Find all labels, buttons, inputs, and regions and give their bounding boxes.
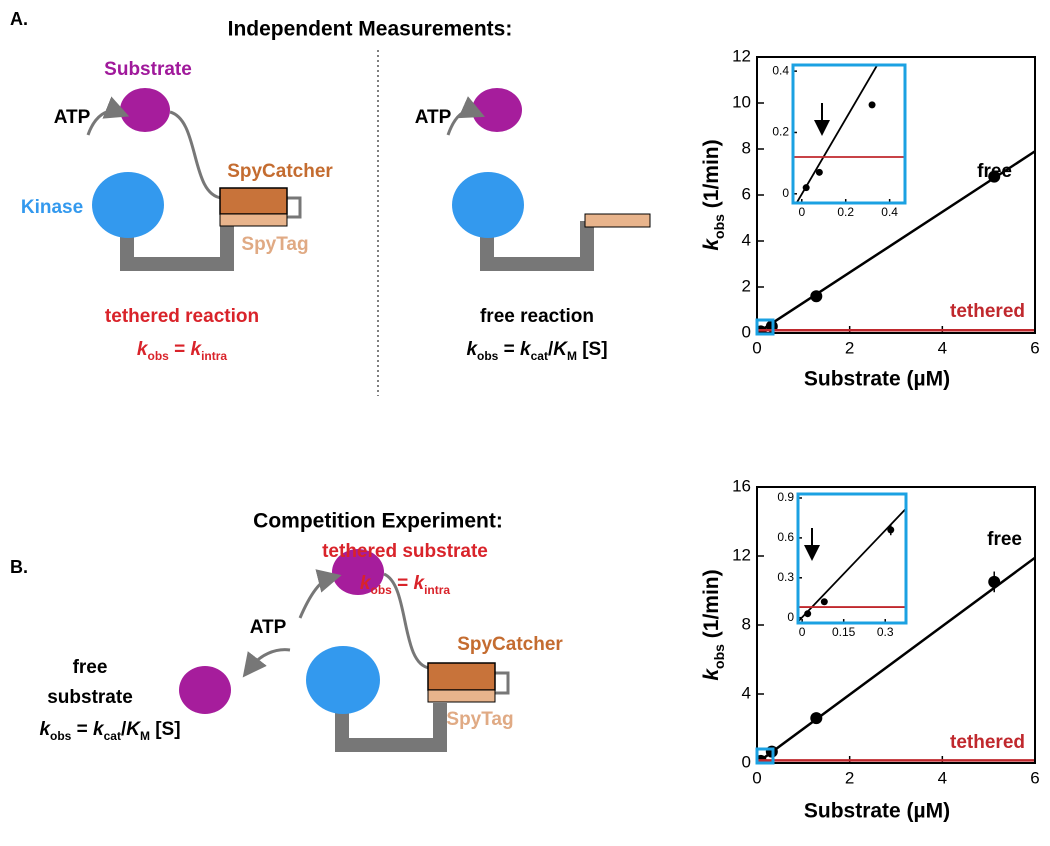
series-label: tethered — [950, 301, 1025, 322]
frame — [796, 492, 908, 625]
y-tick-label: 10 — [732, 92, 751, 111]
frame — [756, 56, 1036, 334]
y-tick-label: 12 — [732, 545, 751, 564]
competition-diagram — [179, 549, 510, 752]
series-label: free — [977, 161, 1012, 182]
spycatcher-label: SpyCatcher — [457, 634, 563, 655]
series — [757, 556, 1035, 763]
atp-label: ATP — [250, 617, 287, 638]
data-point — [815, 168, 823, 176]
fit-line — [757, 150, 1035, 333]
panel-label: A. — [10, 9, 28, 29]
series — [793, 65, 905, 203]
y-tick-label: 0.3 — [777, 570, 794, 584]
y-tick-label: 8 — [742, 614, 751, 633]
free-label: substrate — [47, 687, 133, 708]
x-tick-label: 6 — [1030, 768, 1039, 787]
substrate-label: Substrate — [104, 59, 192, 80]
atp-label: ATP — [54, 107, 91, 128]
y-tick-label: 6 — [742, 184, 751, 203]
y-tick-label: 0 — [782, 186, 789, 200]
free-diagram — [446, 88, 651, 271]
atp-label: ATP — [415, 107, 452, 128]
y-tick-label: 0.4 — [772, 63, 789, 77]
y-tick-label: 16 — [732, 476, 751, 495]
x-tick-label: 0.3 — [877, 625, 894, 639]
y-tick-label: 4 — [742, 230, 751, 249]
tethered-reaction-label: tethered reaction — [105, 306, 259, 327]
x-tick-label: 6 — [1030, 338, 1039, 357]
panel-label: B. — [10, 557, 28, 577]
spytag-label: SpyTag — [446, 709, 513, 730]
series — [757, 150, 1035, 333]
series-label: free — [987, 529, 1022, 550]
chart: 0 0.15 0.3 0 0.3 0.6 0.9 — [777, 490, 908, 639]
data-point — [804, 610, 812, 618]
fit-line — [757, 556, 1035, 763]
fit-line — [795, 65, 879, 203]
series-label: tethered — [950, 732, 1025, 753]
y-tick-label: 0.6 — [777, 530, 794, 544]
y-axis-label: kobs (1/min) — [700, 569, 727, 680]
series — [798, 508, 906, 623]
x-axis-label: Substrate (µM) — [804, 800, 950, 823]
data-point — [820, 598, 828, 606]
y-tick-label: 12 — [732, 46, 751, 65]
fit-line — [798, 508, 906, 623]
y-tick-label: 0 — [787, 610, 794, 624]
y-tick-label: 8 — [742, 138, 751, 157]
free-label: free — [73, 657, 108, 678]
equation: kobs = kintra — [360, 573, 450, 597]
chart: 0 0.2 0.4 0 0.2 0.4 — [772, 63, 907, 219]
panel-title: Competition Experiment: — [253, 510, 503, 533]
spytag-label: SpyTag — [241, 234, 308, 255]
x-tick-label: 0.2 — [837, 205, 854, 219]
equation: kobs = kintra — [137, 339, 227, 363]
x-tick-label: 4 — [938, 338, 947, 357]
equation: kobs = kcat/KM [S] — [466, 339, 607, 363]
y-axis-label: kobs (1/min) — [700, 139, 727, 250]
x-tick-label: 2 — [845, 768, 854, 787]
x-tick-label: 0 — [752, 338, 761, 357]
x-tick-label: 2 — [845, 338, 854, 357]
y-tick-label: 4 — [742, 683, 751, 702]
x-tick-label: 4 — [938, 768, 947, 787]
x-tick-label: 0 — [799, 625, 806, 639]
tethered-substrate-label: tethered substrate — [322, 541, 488, 562]
y-tick-label: 0.2 — [772, 125, 789, 139]
x-tick-label: 0 — [752, 768, 761, 787]
zoom-region — [755, 318, 775, 336]
kinase-label: Kinase — [21, 197, 83, 218]
frame — [791, 63, 907, 205]
plot-area — [793, 65, 905, 203]
free-reaction-label: free reaction — [480, 306, 594, 327]
frame — [756, 486, 1036, 764]
y-tick-label: 0 — [742, 752, 751, 771]
x-tick-label: 0.15 — [832, 625, 856, 639]
y-tick-label: 0 — [742, 322, 751, 341]
y-tick-label: 2 — [742, 276, 751, 295]
spycatcher-label: SpyCatcher — [227, 161, 333, 182]
data-point — [887, 526, 895, 534]
panel-title: Independent Measurements: — [228, 18, 513, 41]
zoom-region — [755, 747, 775, 765]
equation: kobs = kcat/KM [S] — [39, 719, 180, 743]
tethered-diagram — [86, 88, 302, 271]
data-point — [868, 101, 876, 109]
y-tick-label: 0.9 — [777, 490, 794, 504]
x-tick-label: 0.4 — [881, 205, 898, 219]
x-tick-label: 0 — [798, 205, 805, 219]
x-axis-label: Substrate (µM) — [804, 368, 950, 391]
